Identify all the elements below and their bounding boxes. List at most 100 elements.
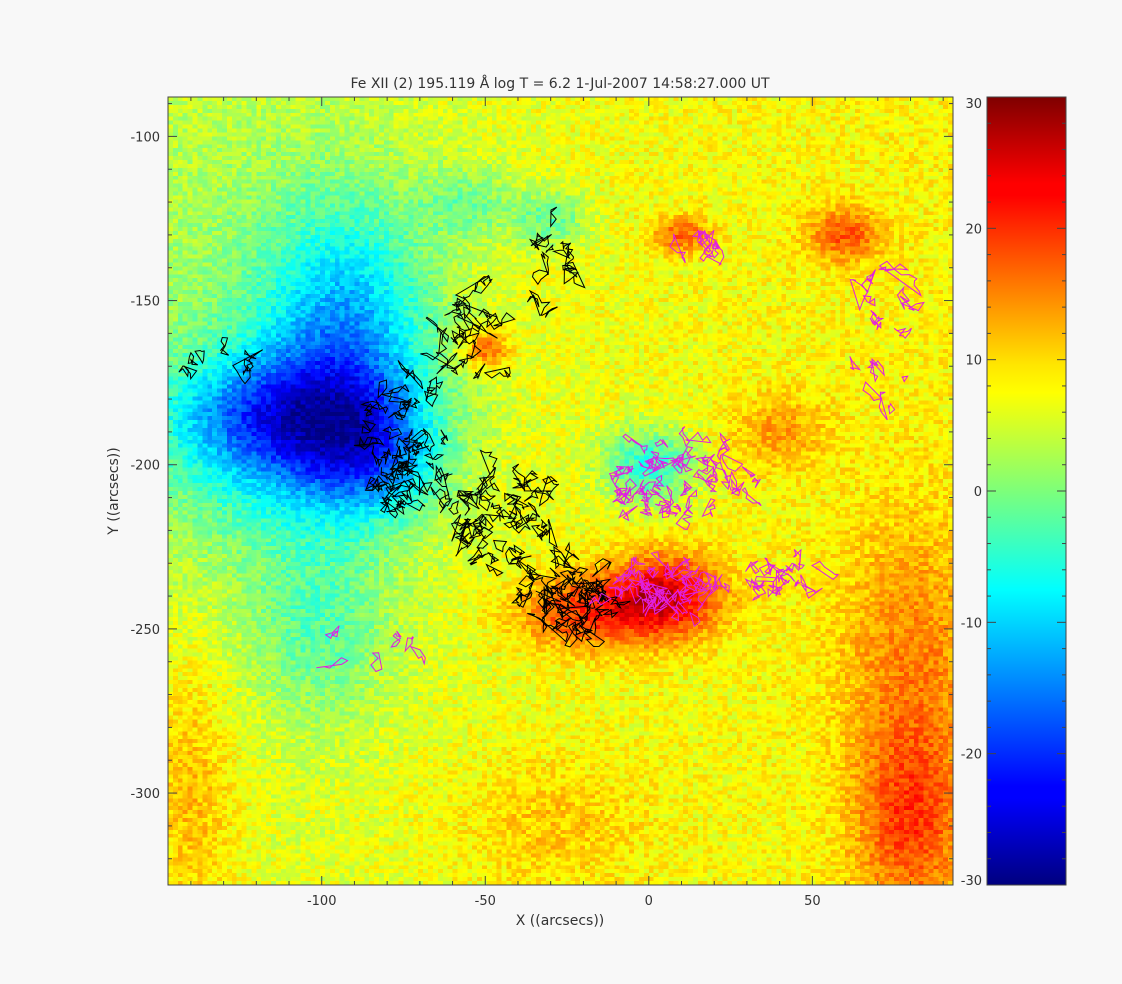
positive-contour [721, 454, 744, 472]
colorbar-tick-label: 10 [965, 354, 982, 369]
negative-contour [602, 608, 620, 619]
negative-contour [542, 476, 558, 485]
positive-contour [745, 560, 760, 575]
positive-contour [665, 511, 679, 517]
negative-contour [409, 397, 421, 409]
negative-contour [578, 613, 585, 629]
positive-contour [751, 477, 762, 488]
positive-contour [731, 478, 742, 495]
negative-contour [401, 482, 414, 502]
positive-contour [893, 327, 912, 339]
positive-contour [682, 556, 690, 570]
negative-contour [485, 563, 504, 577]
negative-contour [549, 545, 562, 569]
colorbar-tick-label: 30 [965, 97, 982, 112]
positive-contour [622, 433, 643, 447]
negative-contour [397, 360, 424, 390]
positive-contour [681, 463, 693, 473]
positive-contour [698, 230, 721, 259]
negative-contour [460, 332, 480, 345]
positive-contour [696, 585, 715, 612]
negative-contour [523, 486, 543, 502]
negative-contour [404, 451, 418, 477]
negative-contour [435, 474, 451, 510]
positive-contour [370, 652, 383, 673]
colorbar-tick-label: -30 [961, 874, 982, 889]
negative-contour [425, 316, 450, 343]
positive-contour [669, 233, 687, 264]
negative-contour [363, 403, 374, 417]
negative-contour [220, 336, 230, 356]
negative-contour [527, 502, 541, 521]
negative-contour [508, 506, 531, 534]
negative-contour [531, 524, 548, 541]
colorbar-tick-label: -10 [961, 616, 982, 631]
negative-contour [421, 481, 433, 494]
positive-contour [701, 454, 709, 472]
positive-contour [650, 451, 662, 472]
negative-contour [412, 447, 420, 457]
negative-contour [358, 435, 379, 450]
negative-contour [479, 449, 498, 476]
positive-contour [800, 574, 816, 593]
positive-contour [681, 576, 700, 592]
colorbar-ticks: 30 20 10 0 -10 -20 -30 [961, 96, 1066, 889]
positive-contour [678, 426, 691, 448]
positive-contour [878, 263, 910, 272]
negative-contour [478, 308, 492, 319]
negative-contour [389, 445, 404, 471]
positive-contour [899, 295, 926, 312]
positive-contour [653, 474, 665, 491]
negative-contour [385, 478, 417, 498]
positive-contour [862, 295, 876, 307]
negative-contour [538, 475, 560, 507]
positive-contour [696, 471, 718, 493]
positive-contour [324, 625, 340, 640]
positive-contour [625, 486, 646, 504]
positive-contour [716, 438, 731, 462]
positive-contour [712, 574, 730, 593]
positive-contour [805, 587, 823, 599]
negative-contour [531, 269, 549, 286]
negative-contour [403, 468, 422, 479]
positive-contour [642, 488, 653, 503]
negative-contour [580, 587, 595, 597]
negative-contour [392, 410, 406, 421]
positive-contour [700, 229, 715, 254]
negative-contour [550, 206, 558, 228]
negative-contour [567, 567, 589, 577]
positive-contour [639, 502, 653, 516]
negative-contour [578, 593, 596, 609]
negative-contour [371, 445, 383, 469]
negative-contour [487, 551, 500, 566]
positive-contour [678, 446, 694, 466]
negative-contour [385, 505, 405, 516]
positive-contour [608, 471, 628, 482]
positive-contour [717, 431, 729, 452]
negative-contour [438, 327, 448, 355]
negative-contour [566, 261, 586, 289]
positive-contour [615, 573, 631, 582]
positive-contour [628, 585, 642, 605]
positive-contour [607, 586, 623, 593]
negative-contour [440, 429, 449, 445]
positive-contour [640, 481, 661, 496]
negative-contour [381, 383, 410, 398]
positive-contour [678, 598, 693, 605]
negative-contour [516, 513, 536, 530]
negative-contour [475, 467, 497, 494]
negative-contour [511, 592, 523, 604]
negative-contour [411, 441, 430, 453]
positive-contour [615, 485, 632, 497]
positive-contour [711, 240, 721, 250]
negative-contour [551, 578, 568, 597]
positive-contour [650, 551, 673, 575]
positive-contour [741, 466, 756, 478]
negative-contour [551, 617, 572, 631]
positive-contour [720, 474, 732, 491]
positive-contour [768, 581, 783, 594]
positive-contour [409, 645, 426, 666]
positive-contour [636, 580, 650, 591]
positive-contour [316, 657, 349, 669]
positive-contour [675, 600, 688, 615]
